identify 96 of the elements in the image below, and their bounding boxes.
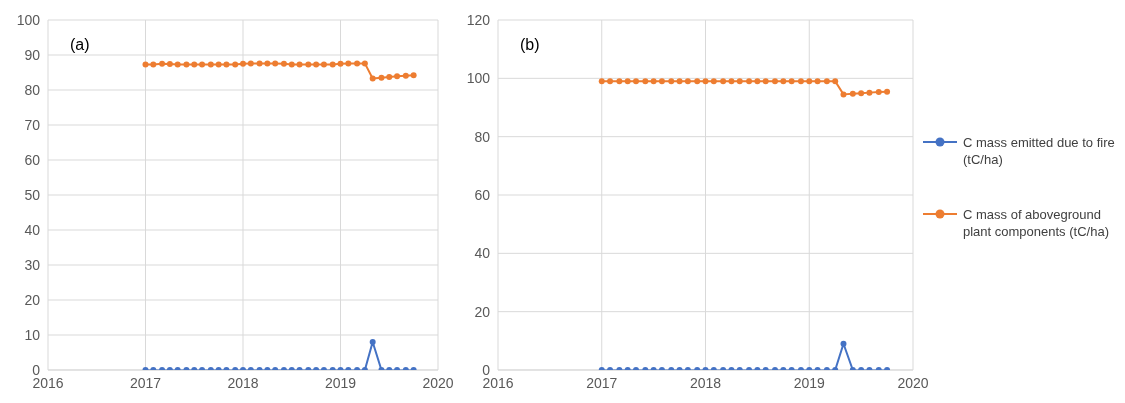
y-tick-label: 80 [474, 128, 491, 145]
y-tick-label: 80 [24, 81, 41, 98]
point [166, 61, 173, 68]
y-tick-label: 40 [474, 245, 491, 262]
y-tick-label: 60 [24, 151, 41, 168]
point [884, 88, 891, 95]
x-tick-label: 2017 [129, 374, 162, 391]
y-tick-label: 100 [466, 70, 491, 87]
y-tick-label: 50 [24, 186, 41, 203]
x-tick-label: 2018 [227, 374, 259, 391]
point [702, 78, 709, 85]
point [676, 78, 683, 85]
point [832, 78, 839, 85]
point [361, 60, 368, 67]
point [598, 78, 605, 85]
point [280, 60, 287, 67]
annotation: (b) [520, 36, 540, 54]
point [780, 78, 787, 85]
point [728, 78, 735, 85]
point [616, 78, 623, 85]
point [694, 78, 701, 85]
point [684, 78, 691, 85]
point [650, 78, 657, 85]
point [754, 78, 761, 85]
point [858, 90, 865, 97]
point [191, 61, 198, 68]
point [378, 74, 385, 81]
point [710, 78, 717, 85]
point [345, 60, 352, 67]
point [207, 61, 214, 68]
point [354, 60, 361, 67]
y-tick-label: 10 [24, 326, 41, 343]
point [386, 74, 393, 81]
point [272, 60, 279, 67]
point [223, 61, 230, 68]
point [607, 78, 614, 85]
point [329, 61, 336, 68]
point [240, 60, 246, 67]
point [658, 78, 665, 85]
point [410, 72, 417, 79]
y-tick-label: 100 [16, 11, 41, 28]
point [823, 78, 830, 85]
point [320, 61, 327, 68]
x-tick-label: 2019 [793, 374, 826, 391]
point [840, 91, 847, 98]
y-tick-label: 40 [24, 221, 41, 238]
point [150, 61, 157, 68]
point [199, 61, 206, 68]
point [183, 61, 190, 68]
point [142, 61, 149, 68]
point [232, 61, 239, 68]
point [788, 78, 795, 85]
legend-label: C mass emitted due to fire (tC/ha) [963, 133, 1116, 168]
point [247, 60, 254, 67]
point [313, 61, 320, 68]
y-tick-label: 120 [466, 11, 491, 28]
point [762, 78, 769, 85]
point [849, 90, 856, 97]
point [720, 78, 727, 85]
annotation: (a) [70, 36, 90, 54]
point [806, 78, 813, 85]
y-tick-label: 30 [24, 256, 41, 273]
point [642, 78, 649, 85]
point [772, 78, 779, 85]
point [394, 73, 401, 80]
point [305, 61, 312, 68]
point [174, 61, 181, 68]
y-tick-label: 20 [24, 291, 41, 308]
x-tick-label: 2017 [586, 374, 618, 391]
point [736, 78, 743, 85]
point [814, 78, 821, 85]
point [369, 75, 376, 82]
point [632, 78, 639, 85]
y-tick-label: 90 [24, 46, 41, 63]
point [288, 61, 295, 68]
point [337, 60, 344, 67]
point [746, 78, 753, 85]
point [215, 61, 222, 68]
point [159, 60, 166, 67]
point [296, 61, 303, 68]
point [256, 60, 263, 67]
x-tick-label: 2019 [324, 374, 357, 391]
point [624, 78, 631, 85]
x-tick-label: 2020 [422, 374, 454, 391]
point [668, 78, 675, 85]
y-tick-label: 60 [474, 186, 491, 203]
y-tick-label: 20 [474, 303, 491, 320]
point [866, 89, 873, 96]
legend-label: C mass of aboveground plant components (tC/ha) [963, 205, 1110, 240]
y-tick-label: 70 [24, 116, 41, 133]
x-tick-label: 2020 [897, 374, 929, 391]
point [402, 72, 409, 79]
x-tick-label: 2018 [689, 374, 722, 391]
point [875, 89, 882, 96]
point [264, 60, 271, 67]
point [797, 78, 804, 85]
